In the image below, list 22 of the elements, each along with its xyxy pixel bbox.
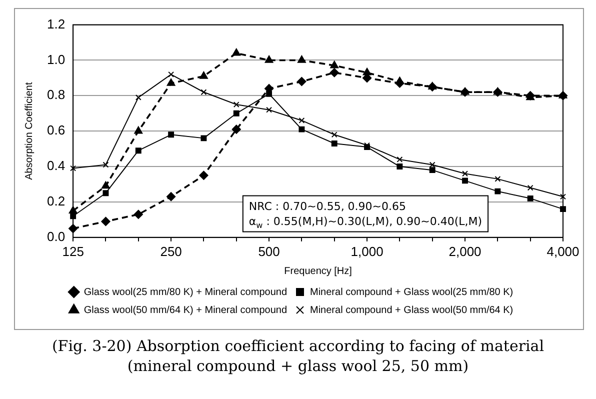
y-tick-label: 0.8 xyxy=(46,87,66,102)
legend-label: Glass wool(50 mm/64 K) + Mineral compound xyxy=(84,304,287,316)
text: (Fig. 3-20) Absorption coefficient according to facing of material xyxy=(50,336,546,356)
x-tick-label: 4,000 xyxy=(546,244,580,259)
y-axis-title: Absorption Coefficient xyxy=(24,82,35,180)
x-tick-label: 1,000 xyxy=(350,244,384,259)
y-tick-label: 0.4 xyxy=(46,158,66,174)
annotation: NRC : 0.70~0.55, 0.90~0.65 xyxy=(248,200,406,213)
x-axis-title: Frequency [Hz] xyxy=(284,266,352,277)
y-tick-label: 1.0 xyxy=(46,52,66,67)
legend-label: Mineral compound + Glass wool(50 mm/64 K) xyxy=(310,304,514,316)
y-tick-label: 0.6 xyxy=(46,122,66,138)
x-tick-label: 250 xyxy=(160,244,182,259)
y-tick-label: 0.2 xyxy=(46,194,66,209)
x-tick-label: 2,000 xyxy=(448,244,482,259)
x-tick-label: 125 xyxy=(62,244,84,259)
y-tick-label: 0.0 xyxy=(46,228,66,244)
text: (mineral compound + glass wool 25, 50 mm) xyxy=(126,356,470,376)
x-tick-label: 500 xyxy=(258,244,280,259)
legend-label: Mineral compound + Glass wool(25 mm/80 K) xyxy=(310,286,514,298)
legend-label: Glass wool(25 mm/80 K) + Mineral compound xyxy=(84,286,287,298)
y-tick-label: 1.2 xyxy=(46,16,66,32)
